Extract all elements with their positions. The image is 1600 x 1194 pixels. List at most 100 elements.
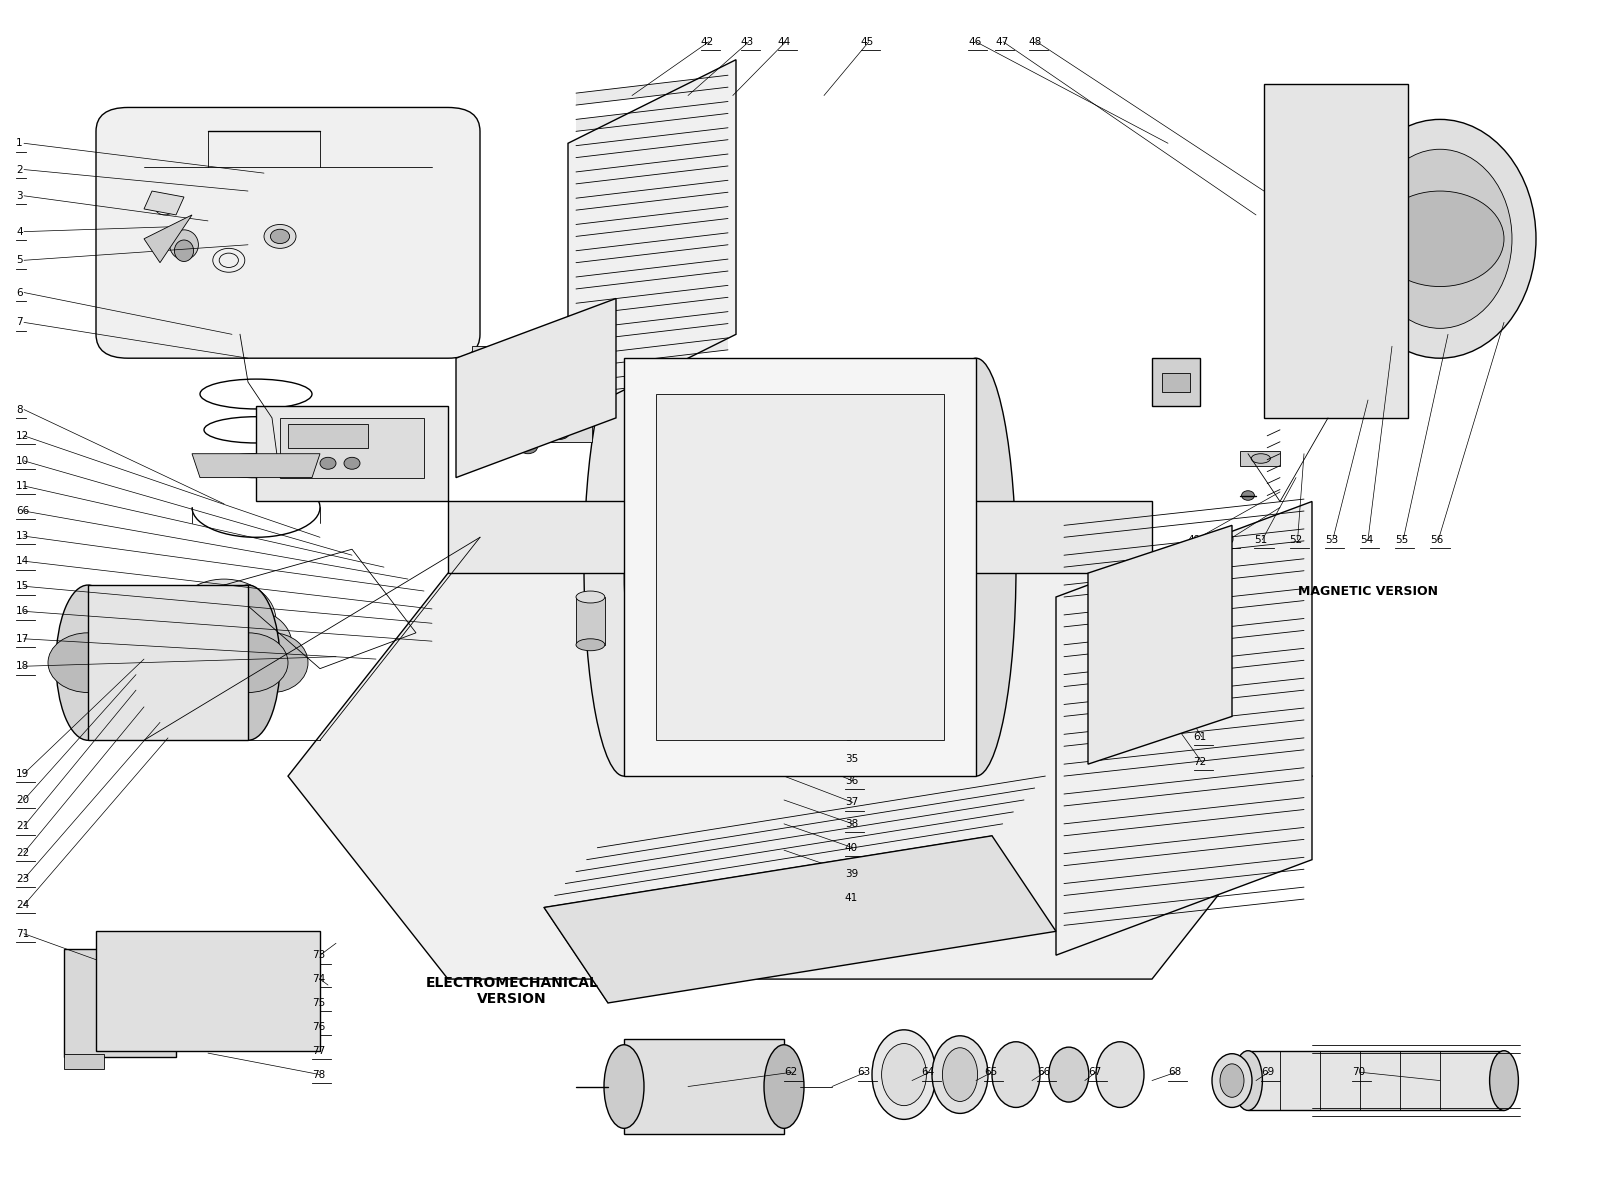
Polygon shape	[96, 931, 320, 1051]
Polygon shape	[576, 233, 728, 263]
Text: 65: 65	[984, 1067, 997, 1077]
Ellipse shape	[1221, 1064, 1245, 1097]
Text: 53: 53	[1325, 535, 1338, 544]
Ellipse shape	[1050, 1047, 1088, 1102]
Text: 22: 22	[16, 848, 29, 857]
Polygon shape	[456, 298, 616, 478]
Ellipse shape	[1344, 119, 1536, 358]
Circle shape	[155, 201, 174, 215]
Ellipse shape	[144, 638, 192, 676]
Bar	[624, 1039, 784, 1134]
Text: 70: 70	[1352, 1067, 1365, 1077]
Text: 36: 36	[845, 776, 858, 786]
Text: 37: 37	[845, 798, 858, 807]
Ellipse shape	[205, 609, 291, 681]
Circle shape	[518, 439, 538, 454]
Circle shape	[344, 457, 360, 469]
Circle shape	[296, 457, 312, 469]
Text: 3: 3	[16, 191, 22, 201]
Text: 68: 68	[1168, 1067, 1181, 1077]
Ellipse shape	[1096, 1041, 1144, 1108]
Text: 17: 17	[16, 634, 29, 644]
Ellipse shape	[936, 358, 1016, 776]
Text: 57: 57	[1194, 666, 1206, 676]
Ellipse shape	[765, 1045, 805, 1128]
Ellipse shape	[624, 394, 688, 740]
Circle shape	[1317, 201, 1355, 229]
Polygon shape	[288, 573, 1312, 979]
Polygon shape	[576, 364, 728, 394]
Text: 41: 41	[845, 893, 858, 903]
Polygon shape	[1056, 501, 1312, 955]
Polygon shape	[576, 285, 728, 315]
Bar	[128, 955, 272, 1033]
Polygon shape	[624, 358, 976, 776]
Text: 66: 66	[1037, 1067, 1050, 1077]
Polygon shape	[576, 75, 728, 105]
Circle shape	[550, 425, 570, 439]
Bar	[472, 346, 592, 442]
Text: 8: 8	[16, 405, 22, 414]
Polygon shape	[144, 215, 192, 263]
Text: 28: 28	[845, 601, 858, 610]
Bar	[480, 388, 544, 418]
Text: 50: 50	[1221, 535, 1234, 544]
Text: 66: 66	[16, 506, 29, 516]
Text: 73: 73	[312, 950, 325, 960]
Ellipse shape	[173, 579, 277, 663]
Text: 5: 5	[16, 256, 22, 265]
Ellipse shape	[912, 394, 976, 740]
Ellipse shape	[1234, 1051, 1262, 1110]
FancyBboxPatch shape	[96, 107, 480, 358]
Circle shape	[320, 457, 336, 469]
Text: 25: 25	[845, 506, 858, 516]
Ellipse shape	[237, 633, 307, 693]
Text: 75: 75	[312, 998, 325, 1008]
Ellipse shape	[1368, 149, 1512, 328]
Circle shape	[486, 439, 506, 454]
Bar	[576, 597, 605, 645]
Polygon shape	[568, 60, 736, 418]
Bar	[1248, 1051, 1504, 1110]
Polygon shape	[192, 454, 320, 478]
Text: 45: 45	[861, 37, 874, 47]
Text: 76: 76	[312, 1022, 325, 1032]
Ellipse shape	[216, 585, 280, 740]
Ellipse shape	[1490, 1051, 1518, 1110]
Text: 42: 42	[701, 37, 714, 47]
Text: 78: 78	[312, 1070, 325, 1079]
Ellipse shape	[56, 585, 120, 740]
Ellipse shape	[1213, 1053, 1251, 1108]
Bar	[64, 1054, 104, 1069]
Text: 44: 44	[778, 37, 790, 47]
Ellipse shape	[605, 1045, 643, 1128]
Ellipse shape	[576, 591, 605, 603]
Text: 67: 67	[1088, 1067, 1101, 1077]
Text: 52: 52	[1290, 535, 1302, 544]
Polygon shape	[576, 312, 728, 341]
Polygon shape	[576, 180, 728, 210]
Polygon shape	[656, 394, 944, 740]
Text: 59: 59	[1194, 709, 1206, 719]
Text: 58: 58	[1194, 688, 1206, 697]
Text: 43: 43	[741, 37, 754, 47]
Text: 20: 20	[16, 795, 29, 805]
Text: 19: 19	[16, 769, 29, 778]
Ellipse shape	[1251, 454, 1270, 463]
Text: 15: 15	[16, 581, 29, 591]
Text: 71: 71	[16, 929, 29, 938]
Bar	[256, 406, 448, 501]
Text: 16: 16	[16, 607, 29, 616]
Circle shape	[486, 425, 506, 439]
Text: 34: 34	[845, 733, 858, 743]
Circle shape	[208, 633, 288, 693]
Ellipse shape	[1296, 155, 1376, 322]
Ellipse shape	[882, 1044, 926, 1106]
Polygon shape	[448, 501, 1152, 573]
Text: MAGNETIC VERSION: MAGNETIC VERSION	[1298, 585, 1438, 597]
Ellipse shape	[942, 1048, 978, 1101]
Text: 39: 39	[845, 869, 858, 879]
Text: 54: 54	[1360, 535, 1373, 544]
Text: 18: 18	[16, 661, 29, 671]
Ellipse shape	[93, 597, 243, 716]
